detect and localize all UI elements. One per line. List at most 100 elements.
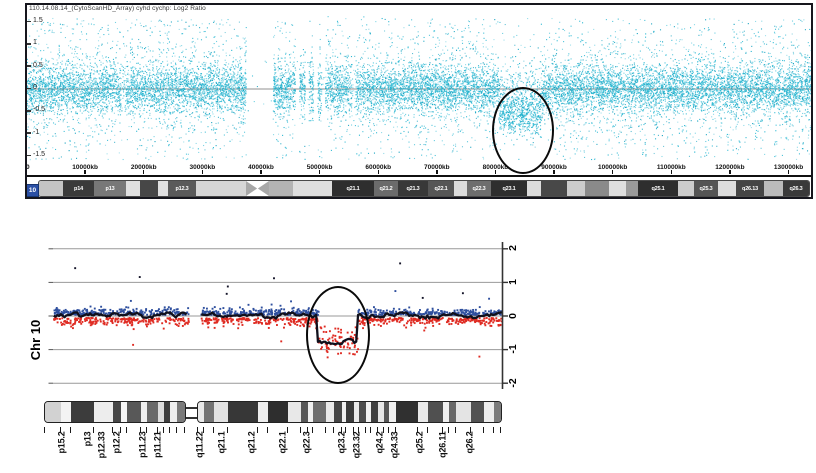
band-label: q21.2 [379,185,393,192]
cytoband-label: p12.2 [111,431,122,454]
ideogram-band [140,181,158,196]
band-tick [325,427,327,433]
y-tick-label: -1 [33,128,40,136]
ideogram-band [366,402,371,422]
ideogram-band [293,181,332,196]
band-tick [312,427,314,433]
y-tick-mark [26,110,31,112]
band-tick [267,427,269,433]
y-tick-label: 0.5 [33,61,43,69]
band-tick [500,427,502,433]
y-tick-mark [26,154,31,157]
band-tick [493,427,495,433]
cytoband-label: p11.23 [137,431,148,458]
ideogram-band [384,402,389,422]
x-axis-line [25,174,813,178]
ideogram-band [170,402,177,422]
band-tick [427,427,429,433]
band-tick [307,427,309,433]
band-tick [44,427,46,433]
x-tick-label: 50000kb [306,164,333,171]
y-tick-label: -1.5 [33,151,46,159]
y-tick-mark [26,20,31,23]
ideogram-band [308,402,313,422]
y-tick-label: 1.5 [33,16,43,24]
x-tick-label: 130000kb [773,164,804,171]
ideogram-band [71,402,94,422]
right-axis-tick-label: 0 [507,312,519,319]
ideogram-band [196,181,246,196]
band-label: p14 [74,185,83,192]
ideogram-band [39,181,63,196]
band-tick [120,427,122,433]
band-tick [184,427,186,433]
cytoscan-log2-panel: 110.14.08.14_(CytoScanHD_Array) cyhd cyc… [25,3,813,199]
band-label: p13 [105,185,115,192]
ideogram-band [428,402,443,422]
x-tick-label: 120000kb [715,164,745,171]
ideogram-band: q21.2 [374,181,398,196]
chromosome-ideogram-top: p14 p13 p12.3 q21.1 q21.2 q21.3 q22.1 q22.3 q23.… [38,180,810,197]
ideogram-band [718,181,736,196]
x-tick-label: 0 [26,164,30,171]
x-tick-mark [729,169,731,174]
band-tick [377,427,379,433]
band-tick [388,427,390,433]
band-tick [146,427,148,433]
x-tick-mark [612,169,614,174]
deletion-annotation-ellipse [306,286,370,384]
ideogram-band [378,402,384,422]
band-tick [213,427,215,433]
band-tick [112,427,114,433]
cytoband-label: q21.1 [216,431,227,454]
ideogram-band [626,181,638,196]
ideogram-band: q21.3 [398,181,428,196]
panel-title: 110.14.08.14_(CytoScanHD_Array) cyhd cyc… [29,5,206,12]
ideogram-band: q22.3 [467,181,491,196]
ideogram-band [764,181,783,196]
ideogram-band [204,402,214,422]
right-axis-tick-label: -1 [507,344,519,354]
band-tick [93,427,95,433]
right-axis-tick-label: 2 [507,245,519,252]
x-tick-label: 20000kb [130,164,157,171]
ideogram-band [164,402,170,422]
ideogram-band: p13 [94,181,126,196]
band-tick [358,427,360,433]
ideogram-band: q21.1 [332,181,374,196]
ideogram-band [94,402,113,422]
band-tick [442,427,444,433]
band-label: q23.1 [502,185,516,192]
ideogram-band [126,181,140,196]
band-tick [365,427,367,433]
band-tick [370,427,372,433]
ideogram-band [454,181,467,196]
x-tick-mark [436,169,438,174]
y-tick-mark [26,65,31,67]
cytoband-label: q26.11 [437,431,448,458]
ideogram-band [147,402,158,422]
ideogram-centromere-connector [184,407,197,419]
band-tick [287,427,289,433]
ideogram-band: q23.1 [491,181,527,196]
x-tick-mark [84,169,86,174]
chr10-scatter-canvas [45,232,535,402]
x-tick-mark [25,169,28,174]
band-tick [353,427,355,433]
x-tick-label: 90000kb [541,164,567,171]
ideogram-band [268,402,288,422]
x-tick-mark [494,169,497,174]
x-tick-mark [377,169,379,174]
y-tick-label: 0 [33,84,37,91]
band-tick [341,427,343,433]
band-tick [169,427,171,433]
ideogram-band [334,402,342,422]
band-label: q25.1 [651,185,665,192]
band-tick [126,427,128,433]
ideogram-band [313,402,326,422]
ideogram-band [585,181,609,196]
cytoband-label: p11.21 [152,431,163,458]
x-tick-label: 100000kb [598,164,628,171]
band-tick [257,427,259,433]
cytoband-label: p12.33 [96,431,107,458]
